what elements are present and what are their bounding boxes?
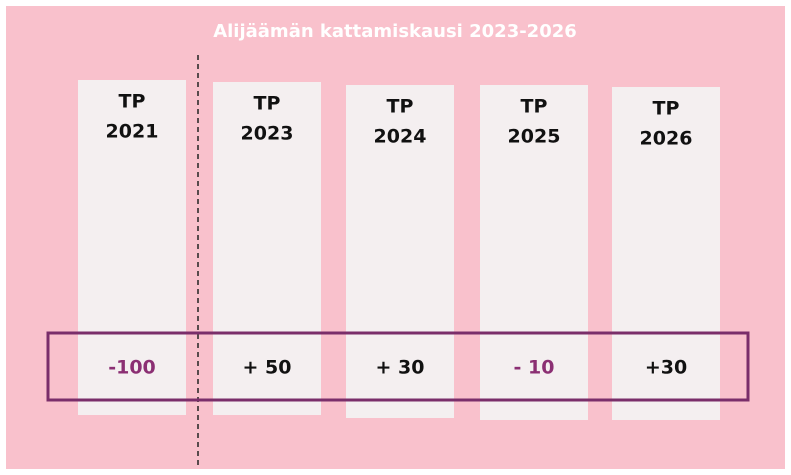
column-label: 2023 xyxy=(241,123,294,145)
column-value: +30 xyxy=(645,357,687,379)
column xyxy=(78,80,186,415)
column-value: + 30 xyxy=(376,357,425,379)
column-label: TP xyxy=(387,96,414,118)
column xyxy=(346,85,454,418)
title: Alijäämän kattamiskausi 2023-2026 xyxy=(213,21,577,42)
column xyxy=(213,82,321,415)
column-label: 2024 xyxy=(374,126,427,148)
column-label: TP xyxy=(653,98,680,120)
highlight-box xyxy=(46,331,750,402)
column xyxy=(612,87,720,420)
column-value: - 10 xyxy=(514,357,555,379)
column-value: + 50 xyxy=(243,357,292,379)
column-label: 2021 xyxy=(106,121,159,143)
column-label: TP xyxy=(119,91,146,113)
column-label: 2026 xyxy=(640,128,693,150)
column xyxy=(480,85,588,420)
column-value: -100 xyxy=(108,357,156,379)
column-label: 2025 xyxy=(508,126,561,148)
column-label: TP xyxy=(521,96,548,118)
column-label: TP xyxy=(254,93,281,115)
